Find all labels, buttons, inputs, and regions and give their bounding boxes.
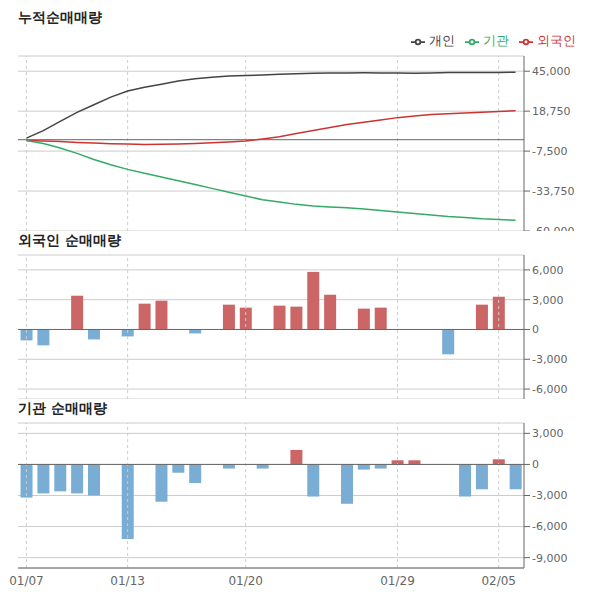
svg-text:-3,000: -3,000 [532, 489, 567, 502]
svg-text:0: 0 [532, 458, 539, 471]
svg-text:01/07: 01/07 [9, 574, 44, 588]
html-text:개인: 개인 [429, 33, 455, 48]
svg-text:-60,000: -60,000 [532, 225, 574, 231]
svg-text:-6,000: -6,000 [532, 383, 567, 396]
svg-text:0: 0 [532, 323, 539, 336]
svg-text:01/20: 01/20 [228, 574, 263, 588]
svg-text:-33,750: -33,750 [532, 185, 574, 198]
svg-text:-6,000: -6,000 [532, 520, 567, 533]
svg-text:45,000: 45,000 [532, 65, 571, 78]
svg-text:01/13: 01/13 [110, 574, 145, 588]
svg-text:-3,000: -3,000 [532, 353, 567, 366]
svg-text:02/05: 02/05 [481, 574, 516, 588]
svg-text:18,750: 18,750 [532, 105, 571, 118]
svg-text:-7,500: -7,500 [532, 145, 567, 158]
html-text:기관 순매매량: 기관 순매매량 [18, 400, 107, 416]
html-text:외국인: 외국인 [537, 33, 576, 48]
svg-text:-9,000: -9,000 [532, 552, 567, 565]
svg-text:3,000: 3,000 [532, 427, 564, 440]
html-text:외국인 순매매량: 외국인 순매매량 [18, 232, 121, 248]
svg-text:3,000: 3,000 [532, 294, 564, 307]
html-text:기관: 기관 [483, 33, 509, 48]
html-text:누적순매매량: 누적순매매량 [18, 9, 102, 25]
svg-text:6,000: 6,000 [532, 264, 564, 277]
svg-text:01/29: 01/29 [380, 574, 415, 588]
